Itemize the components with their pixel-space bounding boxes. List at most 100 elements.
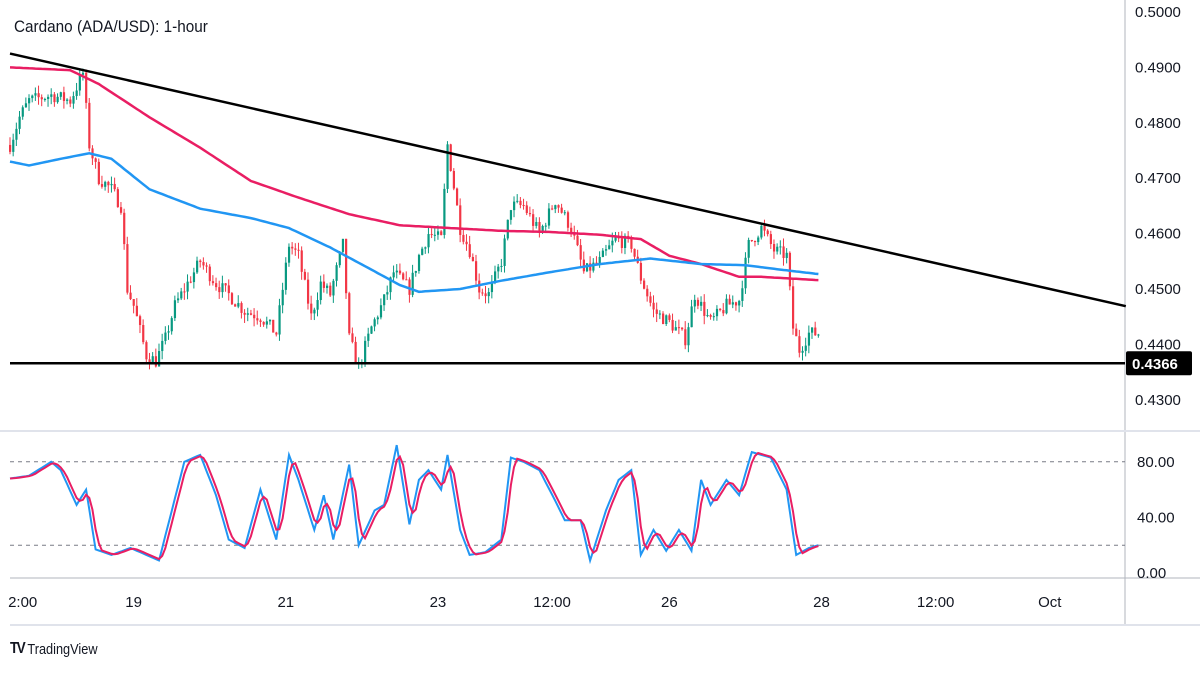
candle-body	[262, 321, 265, 325]
candle-body	[620, 238, 624, 248]
candle-body	[725, 298, 728, 314]
candle-body	[623, 235, 627, 248]
candle-body	[421, 248, 424, 255]
candle-body	[287, 246, 291, 263]
candle-body	[551, 208, 554, 210]
candle-body	[655, 309, 658, 314]
candle-body	[604, 249, 608, 251]
moving-averages	[9, 66, 819, 294]
candle-body	[329, 285, 332, 296]
candle-body	[490, 281, 494, 293]
candle-body	[208, 266, 211, 282]
candle-body	[278, 305, 281, 335]
time-tick-label: 12:00	[917, 594, 955, 611]
price-tick-label: 0.4300	[1135, 392, 1181, 409]
candle-body	[56, 96, 59, 103]
candle-body	[170, 318, 173, 332]
candle-body	[110, 183, 113, 186]
candle-body	[306, 279, 310, 304]
candle-body	[769, 234, 772, 245]
time-tick-label: 26	[661, 594, 678, 611]
candle-body	[189, 281, 192, 283]
candle-body	[386, 292, 389, 295]
candle-body	[18, 116, 21, 129]
candle-body	[272, 319, 275, 333]
candle-body	[468, 244, 471, 257]
candle-body	[744, 257, 747, 289]
candle-body	[589, 263, 592, 271]
candle-body	[443, 188, 446, 235]
price-tick-label: 0.4900	[1135, 59, 1181, 76]
candle-body	[157, 351, 161, 367]
candle-body	[379, 305, 383, 318]
candle-body	[696, 299, 700, 306]
candle-body	[173, 300, 177, 319]
candle-body	[766, 230, 769, 235]
candle-body	[338, 251, 341, 266]
chart-title: Cardano (ADA/USD): 1-hour	[14, 17, 208, 36]
candle-body	[649, 296, 652, 303]
candle-body	[484, 293, 487, 297]
candle-body	[376, 317, 379, 320]
candle-body	[72, 96, 75, 104]
candle-body	[281, 289, 284, 306]
candle-body	[436, 231, 440, 235]
candle-body	[395, 270, 398, 273]
candle-body	[557, 205, 560, 208]
candle-body	[300, 250, 303, 272]
time-tick-label: Oct	[1038, 594, 1062, 611]
candle-body	[455, 188, 459, 206]
candle-body	[116, 189, 119, 208]
candle-body	[747, 239, 750, 258]
price-tick-label: 0.4500	[1135, 281, 1181, 298]
candle-body	[316, 300, 319, 310]
candle-body	[817, 334, 820, 336]
candle-body	[183, 291, 186, 293]
candle-body	[167, 331, 170, 333]
candle-body	[497, 266, 500, 272]
candle-body	[795, 328, 798, 337]
candle-body	[405, 279, 408, 281]
time-tick-label: 23	[430, 594, 447, 611]
candle-body	[151, 356, 154, 364]
candle-body	[722, 310, 725, 314]
candle-body	[313, 309, 316, 314]
candle-body	[674, 327, 677, 331]
candle-body	[646, 288, 649, 297]
candle-body	[595, 262, 598, 264]
fast-moving-average-line	[9, 152, 819, 294]
candle-body	[734, 302, 738, 306]
candle-body	[398, 270, 402, 274]
candle-body	[364, 340, 367, 363]
candle-body	[389, 277, 392, 293]
candle-body	[677, 327, 681, 329]
candle-body	[560, 207, 563, 213]
candle-body	[392, 272, 395, 278]
time-tick-label: 28	[813, 594, 830, 611]
candle-body	[598, 256, 601, 264]
candle-body	[430, 234, 433, 236]
candle-body	[459, 205, 462, 235]
candle-body	[798, 336, 801, 353]
candle-body	[528, 213, 532, 215]
candle-body	[40, 97, 43, 100]
candle-body	[804, 345, 807, 351]
candle-body	[535, 221, 538, 226]
candle-body	[9, 144, 12, 152]
candle-body	[503, 238, 506, 266]
candle-body	[21, 107, 24, 117]
candle-body	[186, 281, 189, 292]
candle-body	[544, 225, 547, 227]
slow-moving-average-line	[9, 66, 819, 282]
candle-body	[142, 325, 145, 343]
candle-body	[525, 205, 528, 214]
candle-body	[256, 318, 259, 321]
candle-body	[709, 315, 712, 317]
stoch-k-line	[9, 444, 819, 565]
candle-body	[684, 329, 687, 346]
tradingview-logo-icon: TV	[10, 640, 26, 657]
candle-body	[791, 286, 795, 329]
candle-body	[671, 319, 674, 331]
